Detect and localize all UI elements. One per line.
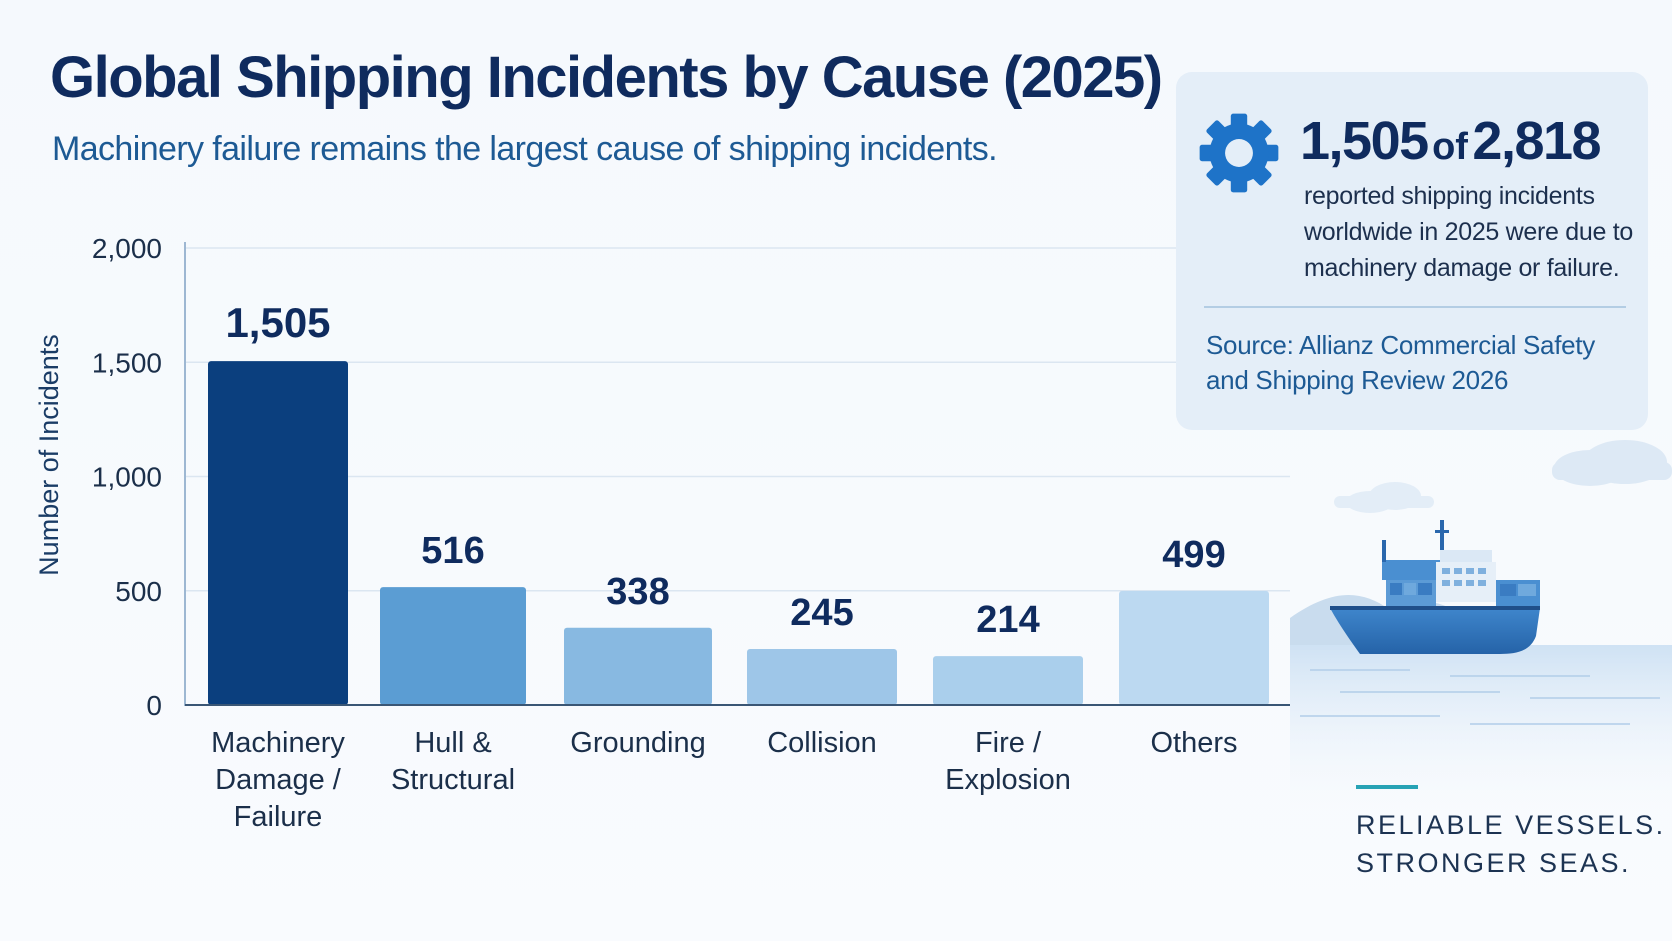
accent-line [1356, 785, 1418, 789]
data-label: 499 [1162, 534, 1225, 576]
x-tick-label: Collision [767, 727, 877, 759]
x-tick-label-line: Explosion [945, 764, 1071, 796]
stat-value: 1,505 [1300, 111, 1429, 171]
ship-illustration [1290, 440, 1672, 820]
x-tick-label: Hull & Structural [391, 727, 515, 796]
y-tick-label: 0 [146, 690, 162, 721]
y-tick-label: 500 [115, 576, 162, 607]
x-tick-label-line: Collision [767, 727, 877, 759]
cloud-small-icon [1334, 482, 1434, 513]
y-axis-title: Number of Incidents [34, 334, 64, 576]
data-label: 1,505 [225, 299, 330, 346]
x-tick-label-line: Damage / [215, 764, 342, 796]
stat-callout: 1,505 of 2,818 reported shipping inciden… [1176, 72, 1648, 430]
water-ripples [1300, 669, 1660, 725]
y-tick-label: 1,500 [92, 347, 162, 378]
x-tick-label-line: Others [1150, 727, 1237, 759]
page-title: Global Shipping Incidents by Cause (2025… [50, 45, 1163, 110]
stat-of: of [1432, 126, 1468, 168]
data-label: 338 [606, 571, 669, 613]
tagline: RELIABLE VESSELS. STRONGER SEAS. [1356, 806, 1666, 882]
x-tick-label: Others [1150, 727, 1237, 759]
source-citation: Source: Allianz Commercial Safety and Sh… [1206, 330, 1595, 395]
sea [1290, 645, 1672, 820]
stat-headline: 1,505 of 2,818 [1300, 110, 1602, 172]
data-label: 245 [790, 592, 853, 634]
x-tick-label-line: Grounding [570, 727, 705, 759]
bar [208, 361, 348, 705]
bar [933, 656, 1083, 705]
y-tick-label: 1,000 [92, 462, 162, 493]
gear-icon [1199, 113, 1279, 193]
x-tick-label-line: Structural [391, 764, 515, 796]
x-tick-label-line: Machinery [211, 727, 345, 759]
x-tick-label-line: Failure [234, 801, 323, 833]
x-tick-label: Fire / Explosion [945, 727, 1071, 796]
x-tick-label: Grounding [570, 727, 705, 759]
bar [747, 649, 897, 705]
bar [564, 627, 712, 705]
cargo-ship-icon [1330, 520, 1540, 654]
bar-chart: Number of Incidents 05001,0001,5002,000 … [34, 233, 1290, 833]
data-label: 214 [976, 599, 1039, 641]
page-subtitle: Machinery failure remains the largest ca… [52, 130, 998, 168]
stat-description: reported shipping incidents worldwide in… [1304, 182, 1634, 282]
tagline-line-1: RELIABLE VESSELS. [1356, 810, 1666, 840]
x-tick-label-line: Hull & [414, 727, 491, 759]
x-tick-label-line: Fire / [975, 727, 1042, 759]
stat-total: 2,818 [1472, 111, 1601, 171]
tagline-line-2: STRONGER SEAS. [1356, 848, 1632, 878]
x-tick-label: Machinery Damage / Failure [211, 727, 345, 833]
callout-divider [1204, 306, 1626, 308]
cloud-icon [1552, 440, 1672, 486]
bar [1119, 590, 1269, 705]
y-tick-label: 2,000 [92, 233, 162, 264]
data-label: 516 [421, 530, 484, 572]
bar [380, 587, 526, 705]
